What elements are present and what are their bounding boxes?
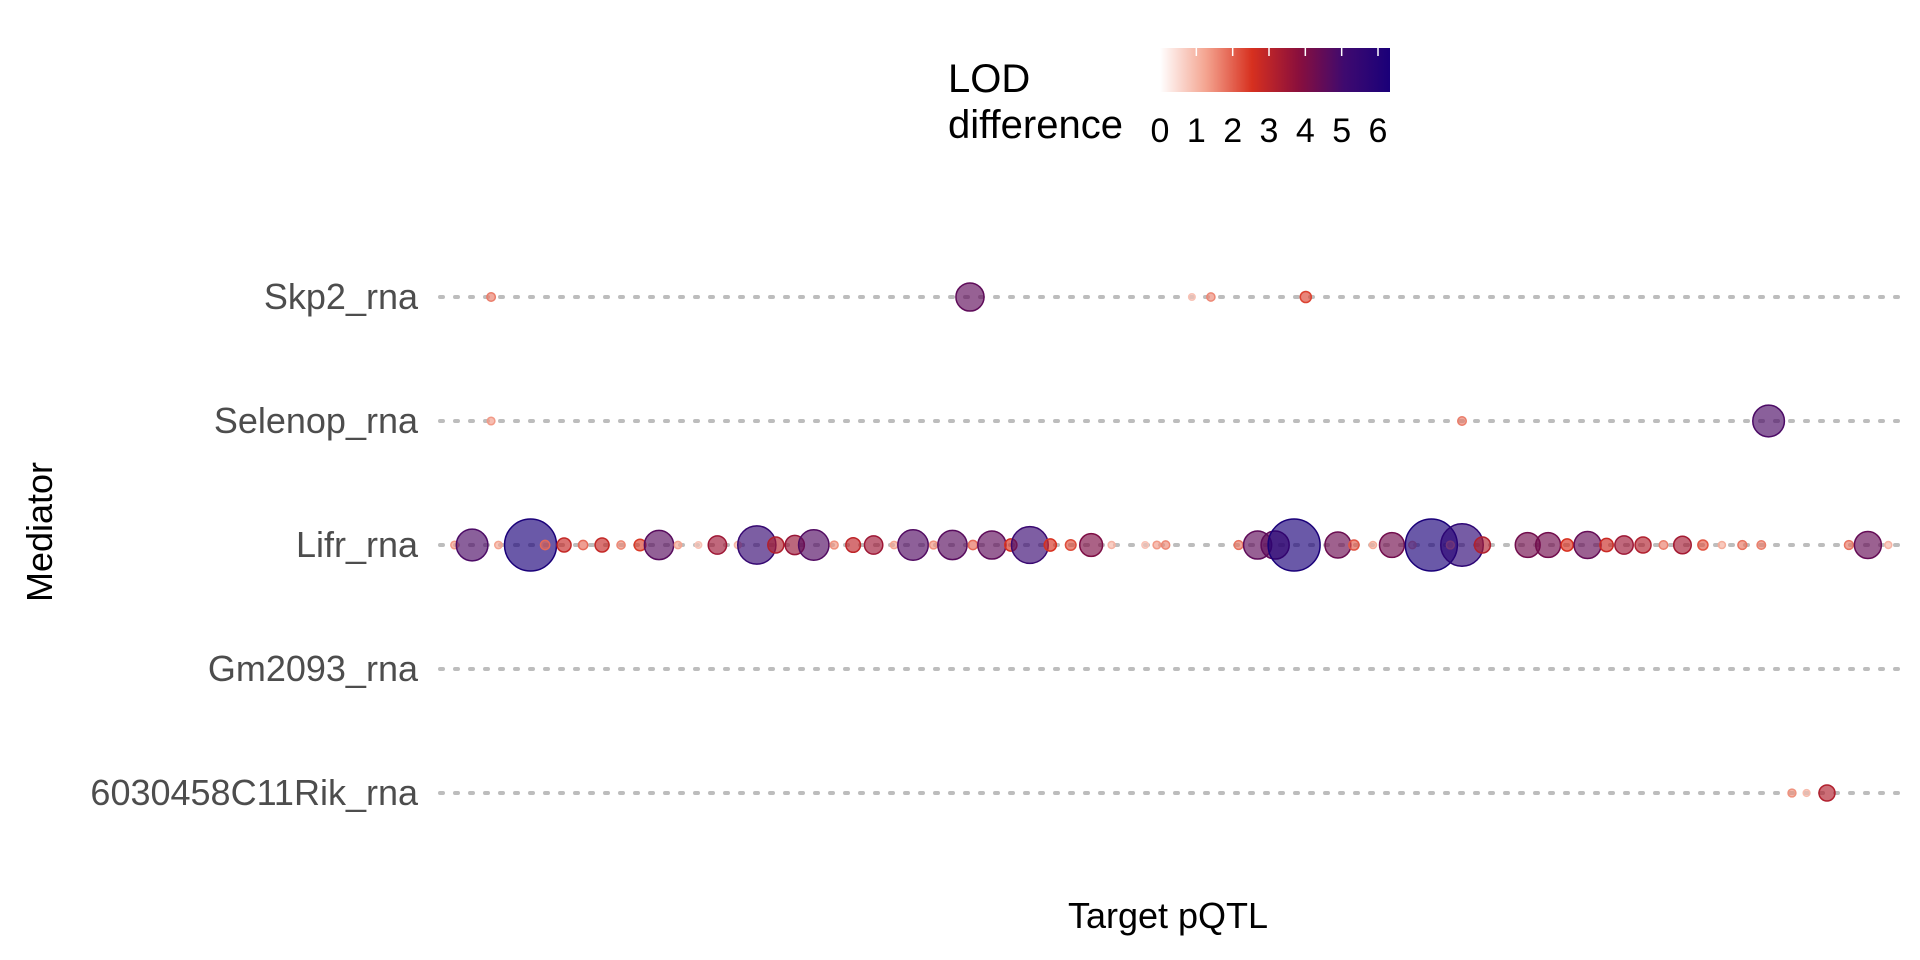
data-point [1614, 535, 1634, 555]
data-point [1043, 538, 1058, 552]
data-point [594, 537, 610, 553]
data-point [673, 540, 683, 550]
data-point [486, 291, 497, 303]
data-point [1560, 538, 1574, 552]
legend-tick-label: 5 [1332, 112, 1351, 150]
data-point [955, 282, 985, 312]
y-tick-label: 6030458C11Rik_rna [90, 772, 419, 813]
data-point [1756, 539, 1767, 551]
data-point [455, 528, 489, 562]
y-tick-label: Gm2093_rna [208, 648, 419, 689]
data-point [1573, 530, 1602, 560]
data-point [797, 529, 830, 561]
data-point [928, 540, 939, 550]
data-point [1884, 540, 1893, 550]
data-point [577, 539, 589, 551]
data-points [450, 282, 1893, 802]
data-point [1737, 539, 1748, 551]
data-point [1078, 532, 1104, 558]
data-point [1064, 538, 1077, 552]
data-point [967, 539, 979, 551]
data-point [616, 540, 626, 550]
y-tick-label: Skp2_rna [264, 276, 419, 317]
data-point [1152, 540, 1162, 550]
data-point [889, 540, 899, 550]
y-axis-title: Mediator [19, 462, 60, 602]
data-point [897, 529, 930, 561]
data-point [845, 536, 862, 554]
data-point [1456, 415, 1468, 427]
data-point [1802, 788, 1811, 798]
data-point [1233, 539, 1244, 551]
data-point [1187, 292, 1196, 302]
legend-title-line2: difference [948, 103, 1123, 147]
legend-tick-label: 1 [1187, 112, 1206, 150]
data-point [1299, 290, 1313, 304]
data-point [1160, 540, 1171, 550]
data-point [1843, 539, 1855, 551]
data-point [863, 535, 884, 555]
y-tick-label: Lifr_rna [296, 524, 419, 565]
data-point [1658, 539, 1669, 551]
data-point [694, 540, 703, 550]
data-point [1348, 539, 1360, 551]
legend-tick-label: 4 [1296, 112, 1315, 150]
data-point [1752, 404, 1786, 438]
grid-lines [438, 295, 1907, 795]
data-point [1368, 540, 1378, 550]
legend-tick-label: 3 [1260, 112, 1279, 150]
data-point [977, 530, 1007, 560]
data-point [556, 537, 572, 553]
data-point [767, 536, 785, 554]
data-point [1818, 784, 1836, 802]
data-point [1141, 540, 1150, 550]
data-point [1697, 539, 1709, 551]
legend-colorbar [1160, 48, 1390, 92]
data-point [1206, 292, 1216, 302]
data-point [539, 539, 551, 551]
data-point [1010, 525, 1049, 565]
data-point [1267, 518, 1321, 572]
data-point [493, 540, 503, 550]
data-point [707, 535, 728, 555]
data-point [1324, 531, 1352, 559]
data-point [1787, 788, 1797, 798]
data-point [643, 529, 675, 561]
data-point [1378, 531, 1406, 559]
data-point [1107, 540, 1116, 550]
data-point [829, 540, 839, 550]
data-point [1672, 535, 1692, 555]
data-point [1473, 536, 1492, 554]
data-point [937, 529, 968, 561]
data-point [486, 416, 496, 426]
y-tick-labels: Skp2_rna Selenop_rna Lifr_rna Gm2093_rna 603… [90, 276, 419, 813]
legend-tick-label: 0 [1151, 112, 1170, 150]
data-point [1599, 537, 1614, 553]
x-axis-title: Target pQTL [1068, 895, 1268, 936]
legend-tick-label: 6 [1369, 112, 1388, 150]
data-point [1634, 536, 1652, 554]
data-point [1853, 530, 1883, 560]
data-point [1534, 531, 1562, 559]
legend-title-line1: LOD [948, 57, 1030, 101]
data-point [1717, 540, 1727, 550]
y-tick-label: Selenop_rna [214, 400, 419, 441]
legend-tick-label: 2 [1223, 112, 1242, 150]
